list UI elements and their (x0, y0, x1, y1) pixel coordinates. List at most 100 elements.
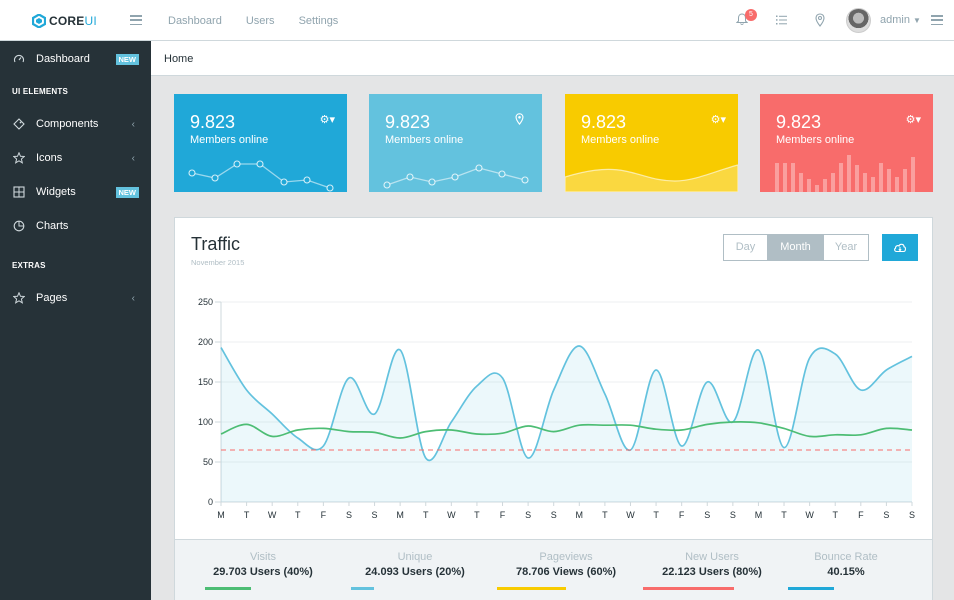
x-tick-label: F (500, 510, 506, 520)
sidebar-item-label: Icons (36, 152, 63, 164)
stat-value: 24.093 Users (20%) (365, 566, 465, 578)
period-day-button[interactable]: Day (735, 241, 756, 253)
sidebar-toggle-button[interactable] (130, 15, 142, 26)
card-label: Members online (581, 134, 660, 146)
stat-title: Unique (397, 551, 433, 563)
card-label: Members online (190, 134, 269, 146)
breadcrumb-home[interactable]: Home (164, 53, 194, 65)
period-year-button[interactable]: Year (834, 241, 858, 253)
nav-settings-link[interactable]: Settings (298, 14, 339, 27)
user-menu-toggle[interactable]: admin ▼ (880, 14, 921, 26)
x-tick-label: S (730, 510, 736, 520)
coreui-logo-icon (32, 13, 46, 28)
sidebar-item-label: Components (36, 118, 99, 130)
x-tick-label: S (704, 510, 710, 520)
sidebar-item-charts[interactable]: Charts (0, 209, 151, 243)
star-icon (12, 151, 26, 165)
x-tick-label: S (551, 510, 557, 520)
stat-title: Bounce Rate (814, 551, 878, 563)
stat-visits: Visits 29.703 Users (40%) (188, 540, 338, 590)
speedometer-icon (12, 52, 26, 66)
x-tick-label: T (474, 510, 480, 520)
stat-progress-bar (643, 587, 734, 590)
chevron-left-icon: ‹ (131, 118, 135, 130)
panel-title: Traffic (191, 234, 241, 254)
puzzle-icon (12, 117, 26, 131)
gear-icon[interactable]: ⚙▾ (710, 114, 726, 126)
y-tick-label: 200 (198, 337, 213, 347)
stat-new-users: New Users 22.123 Users (80%) (637, 540, 787, 590)
list-icon[interactable] (776, 15, 787, 25)
gear-icon[interactable]: ⚙▾ (905, 114, 921, 126)
caret-down-icon: ▼ (913, 16, 921, 25)
top-navigation: Dashboard Users Settings (168, 0, 338, 41)
x-tick-label: F (679, 510, 685, 520)
stat-value: 22.123 Users (80%) (662, 566, 762, 578)
stat-bounce-rate: Bounce Rate 40.15% (771, 540, 921, 590)
star-icon (12, 291, 26, 305)
sidebar-item-pages[interactable]: Pages ‹ (0, 281, 151, 315)
x-tick-label: T (244, 510, 250, 520)
cloud-download-button[interactable] (882, 234, 918, 261)
chevron-left-icon: ‹ (131, 292, 135, 304)
y-tick-label: 250 (198, 297, 213, 307)
aside-menu-toggle-button[interactable] (931, 15, 943, 26)
stat-progress-bar (788, 587, 834, 590)
x-tick-label: M (755, 510, 763, 520)
stat-pageviews: Pageviews 78.706 Views (60%) (491, 540, 641, 590)
period-selector: Day Month Year (723, 234, 869, 261)
nav-dashboard-link[interactable]: Dashboard (168, 14, 222, 27)
brand-logo[interactable]: COREUI (0, 0, 151, 41)
series-area-fill (221, 345, 912, 502)
pie-chart-icon (12, 219, 26, 233)
x-tick-label: T (602, 510, 608, 520)
series-line-primary (220, 345, 913, 462)
period-month-button[interactable]: Month (767, 235, 824, 260)
stat-title: Pageviews (539, 551, 593, 563)
x-tick-label: W (447, 510, 456, 520)
gear-icon[interactable]: ⚙▾ (319, 114, 335, 126)
stat-value: 78.706 Views (60%) (515, 566, 617, 578)
card-sparkline (188, 160, 334, 192)
sidebar-item-icons[interactable]: Icons ‹ (0, 141, 151, 175)
user-avatar[interactable] (846, 8, 871, 33)
card-area-chart (565, 164, 738, 192)
x-tick-label: F (321, 510, 327, 520)
stat-unique: Unique 24.093 Users (20%) (340, 540, 490, 590)
x-tick-label: T (653, 510, 659, 520)
stat-card-1: 9.823 Members online ⚙▾ (174, 94, 347, 192)
x-tick-label: T (832, 510, 838, 520)
brand-name: COREUI (49, 13, 97, 28)
sidebar-item-label: Widgets (36, 186, 76, 198)
stat-value: 40.15% (827, 566, 865, 578)
sidebar-item-dashboard[interactable]: Dashboard NEW (0, 42, 151, 76)
nav-users-link[interactable]: Users (245, 14, 275, 27)
x-tick-label: S (346, 510, 352, 520)
x-tick-label: T (781, 510, 787, 520)
x-tick-label: S (909, 510, 915, 520)
stat-card-4: 9.823 Members online ⚙▾ (760, 94, 933, 192)
panel-subtitle: November 2015 (191, 258, 245, 267)
y-tick-label: 150 (198, 377, 213, 387)
cloud-download-icon (894, 243, 906, 253)
location-pin-icon[interactable] (515, 113, 524, 128)
series-line-secondary (220, 421, 913, 439)
breadcrumb: Home (151, 41, 954, 76)
x-tick-label: S (372, 510, 378, 520)
bell-icon[interactable] (736, 13, 748, 26)
card-sparkline (383, 164, 529, 189)
sidebar-item-components[interactable]: Components ‹ (0, 107, 151, 141)
x-tick-label: W (805, 510, 814, 520)
card-value: 9.823 (776, 112, 822, 132)
stat-value: 29.703 Users (40%) (213, 566, 313, 578)
sidebar-item-widgets[interactable]: Widgets NEW (0, 175, 151, 209)
x-tick-label: M (217, 510, 225, 520)
chevron-left-icon: ‹ (131, 152, 135, 164)
stat-title: New Users (685, 551, 739, 563)
new-badge: NEW (115, 186, 139, 198)
x-tick-label: W (268, 510, 277, 520)
location-pin-icon[interactable] (815, 13, 825, 27)
card-bar-chart (775, 155, 915, 192)
x-tick-label: S (883, 510, 889, 520)
stat-progress-bar (351, 587, 374, 590)
